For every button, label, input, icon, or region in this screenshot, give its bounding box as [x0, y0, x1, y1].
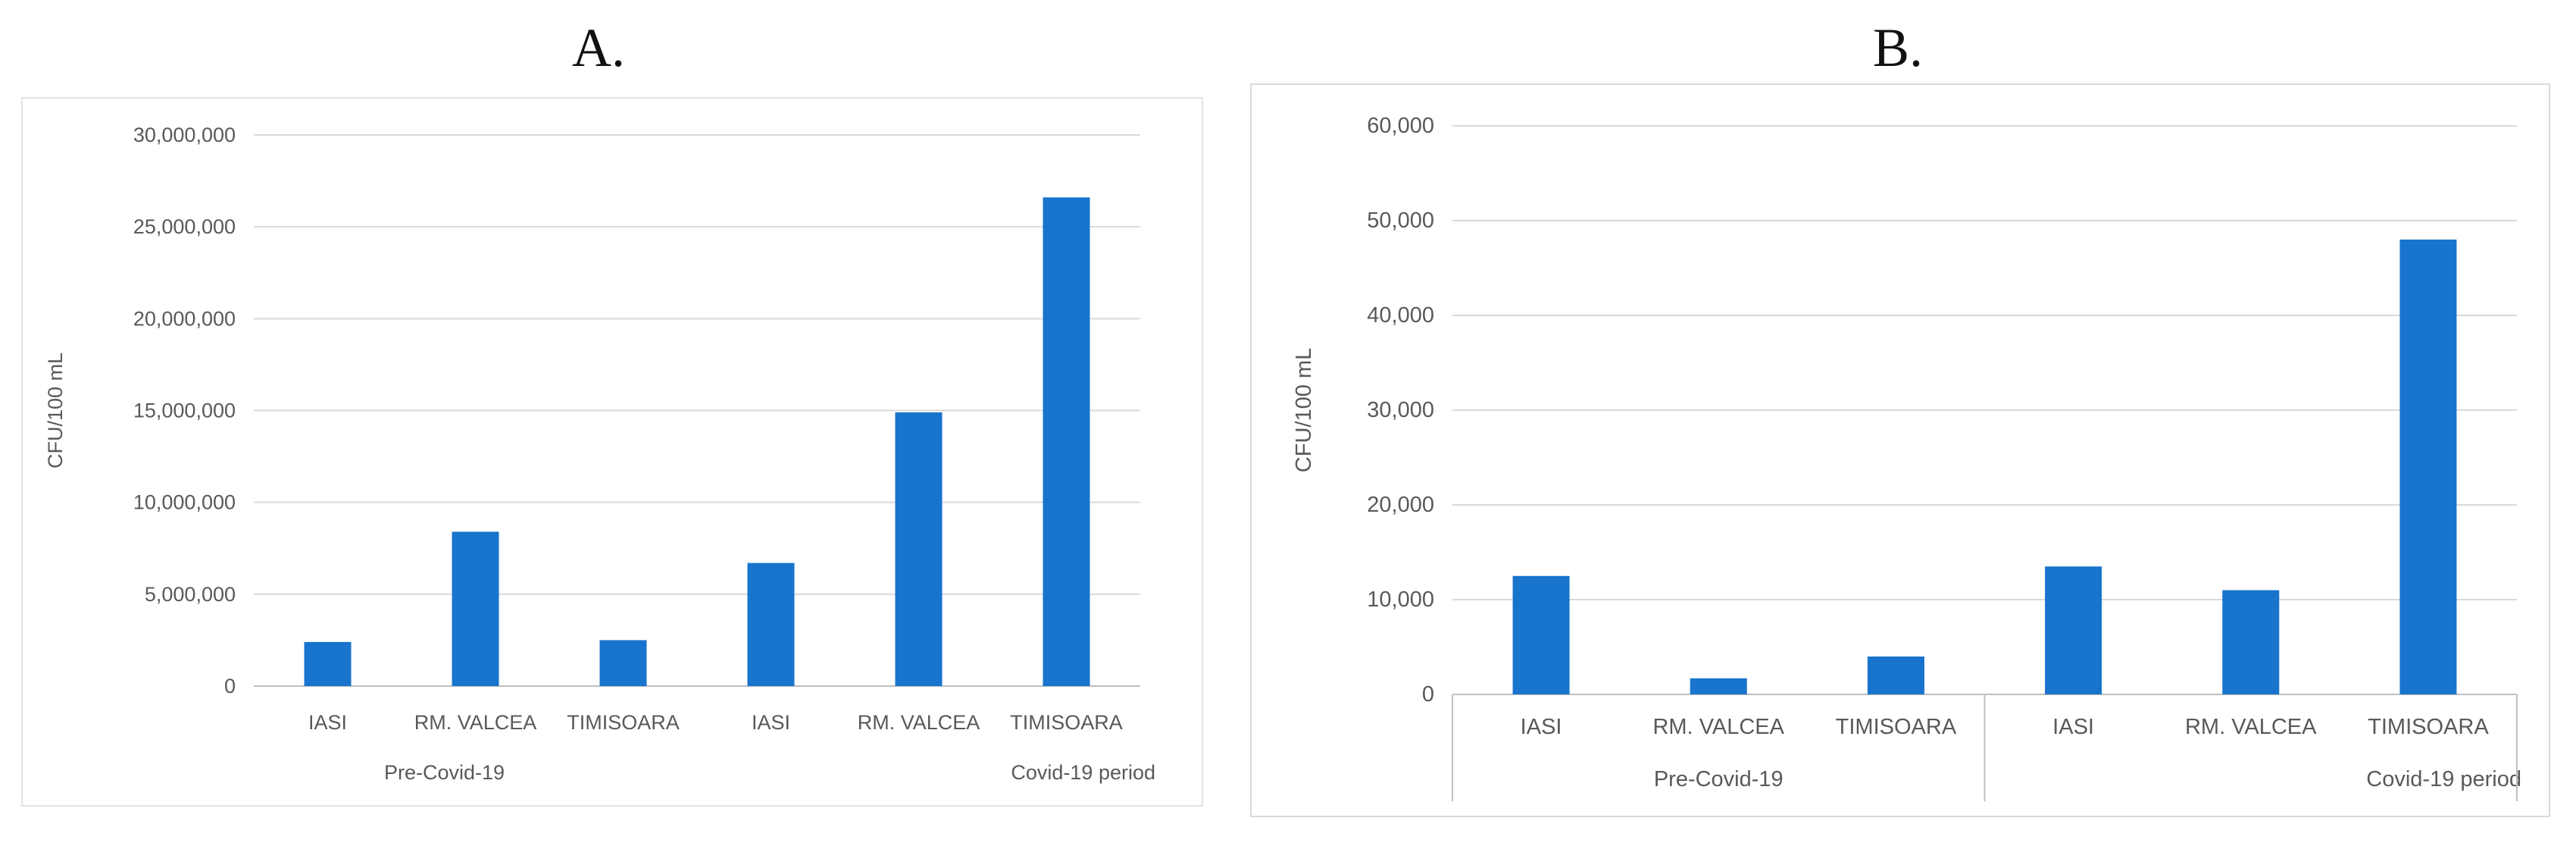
- chart-b-bar: [1512, 575, 1570, 694]
- chart-b-group-label: Pre-Covid-19: [1654, 767, 1784, 791]
- chart-a-bar: [304, 641, 352, 686]
- chart-a-bar: [747, 563, 795, 686]
- chart-b-ytick-label: 30,000: [1367, 398, 1434, 422]
- panel-a-title: A.: [572, 17, 625, 78]
- chart-a-ytick-label: 0: [224, 675, 236, 697]
- chart-a-y-axis-label: CFU/100 mL: [44, 353, 67, 469]
- chart-a-ytick-label: 5,000,000: [145, 583, 236, 606]
- chart-a-bar: [452, 531, 499, 686]
- panel-b-title: B.: [1872, 17, 1924, 78]
- chart-b-category-label: IASI: [1521, 715, 1562, 739]
- chart-a-ytick-label: 20,000,000: [133, 307, 236, 330]
- chart-a: 0 5,000,000 10,000,000 15,000,000 20,000,000…: [44, 124, 1155, 784]
- chart-a-category-label: RM. VALCEA: [858, 711, 980, 734]
- chart-b-bar: [2045, 566, 2102, 694]
- chart-a-frame: 0 5,000,000 10,000,000 15,000,000 20,000,000…: [21, 97, 1203, 807]
- chart-a-category-label: RM. VALCEA: [414, 711, 537, 734]
- chart-b-ytick-label: 40,000: [1367, 303, 1434, 327]
- chart-a-bar: [1043, 197, 1090, 686]
- chart-b-ytick-label: 50,000: [1367, 208, 1434, 233]
- chart-b-category-label: TIMISOARA: [2368, 715, 2489, 739]
- chart-b-ytick-label: 0: [1422, 682, 1434, 707]
- chart-a-ytick-label: 10,000,000: [133, 491, 236, 514]
- chart-b-ytick-label: 20,000: [1367, 493, 1434, 517]
- chart-b-group-label: Covid-19 period: [2366, 767, 2521, 791]
- chart-b-y-axis-label: CFU/100 mL: [1292, 348, 1316, 472]
- chart-b-bar: [1690, 678, 1747, 694]
- chart-b-category-label: RM. VALCEA: [1652, 715, 1784, 739]
- chart-b-bar: [2399, 240, 2457, 694]
- chart-b-category-label: IASI: [2052, 715, 2094, 739]
- chart-a-ytick-label: 15,000,000: [133, 400, 236, 422]
- chart-a-category-label: TIMISOARA: [567, 711, 680, 734]
- chart-a-bar: [895, 412, 943, 686]
- chart-b-category-label: RM. VALCEA: [2185, 715, 2317, 739]
- chart-a-ytick-label: 30,000,000: [133, 124, 236, 146]
- chart-b-ytick-label: 60,000: [1367, 114, 1434, 138]
- chart-a-group-label: Pre-Covid-19: [384, 761, 505, 784]
- chart-b: 0 10,000 20,000 30,000 40,000 50,000 60,000 CFU…: [1292, 114, 2521, 801]
- chart-b-bar: [1867, 657, 1924, 694]
- chart-a-category-label: IASI: [308, 711, 347, 734]
- chart-b-category-label: TIMISOARA: [1836, 715, 1957, 739]
- chart-b-ytick-label: 10,000: [1367, 588, 1434, 612]
- chart-a-bar: [599, 640, 647, 686]
- chart-a-group-label: Covid-19 period: [1011, 761, 1155, 784]
- chart-a-category-label: IASI: [752, 711, 790, 734]
- chart-b-frame: 0 10,000 20,000 30,000 40,000 50,000 60,000 CFU…: [1250, 83, 2550, 817]
- chart-b-bar: [2222, 590, 2280, 694]
- chart-a-ytick-label: 25,000,000: [133, 215, 236, 238]
- chart-a-category-label: TIMISOARA: [1010, 711, 1123, 734]
